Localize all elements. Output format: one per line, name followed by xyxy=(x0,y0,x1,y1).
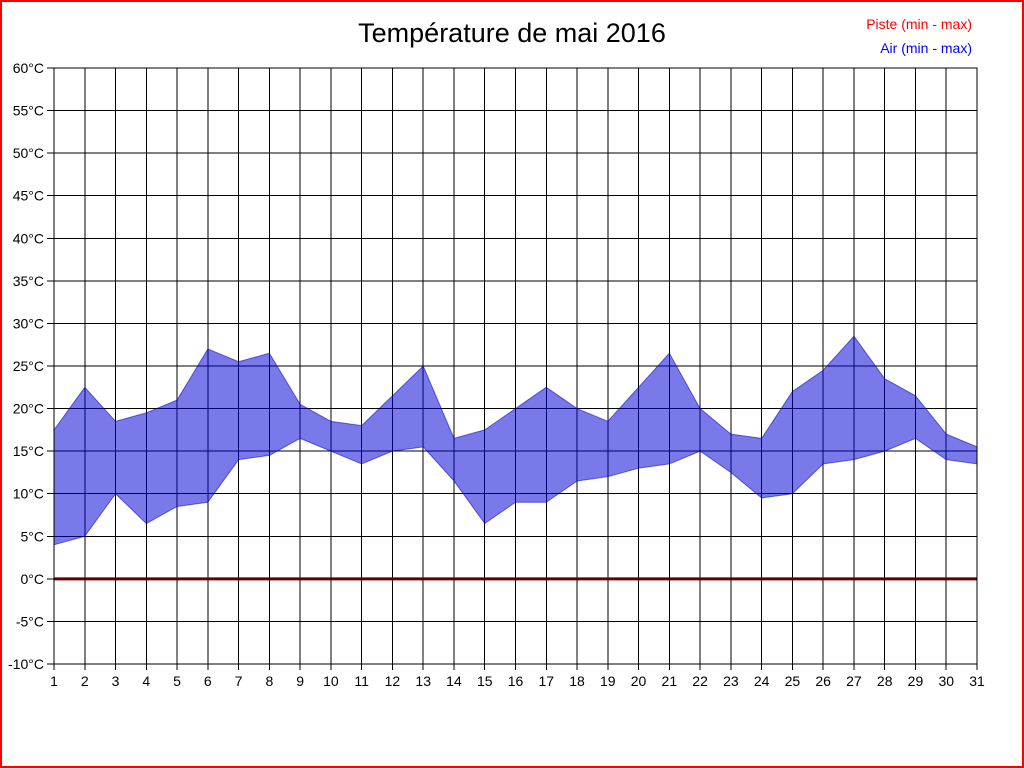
x-tick-label: 12 xyxy=(385,673,401,689)
y-tick-label: -5°C xyxy=(16,613,44,629)
y-tick-label: 15°C xyxy=(13,443,44,459)
x-tick-label: 24 xyxy=(754,673,770,689)
x-tick-label: 14 xyxy=(446,673,462,689)
x-tick-label: 1 xyxy=(50,673,58,689)
x-tick-label: 16 xyxy=(508,673,524,689)
x-tick-label: 29 xyxy=(908,673,924,689)
x-tick-label: 30 xyxy=(938,673,954,689)
chart-title: Température de mai 2016 xyxy=(358,18,666,48)
x-tick-label: 25 xyxy=(785,673,801,689)
y-tick-label: 20°C xyxy=(13,401,44,417)
y-tick-label: 45°C xyxy=(13,188,44,204)
y-tick-label: 60°C xyxy=(13,60,44,76)
x-tick-label: 31 xyxy=(969,673,985,689)
y-tick-label: 5°C xyxy=(21,528,45,544)
x-tick-label: 3 xyxy=(112,673,120,689)
x-tick-label: 28 xyxy=(877,673,893,689)
x-tick-label: 21 xyxy=(662,673,678,689)
legend-piste-label: Piste (min - max) xyxy=(866,16,972,32)
x-tick-label: 2 xyxy=(81,673,89,689)
y-tick-label: 35°C xyxy=(13,273,44,289)
y-tick-label: 0°C xyxy=(21,571,45,587)
x-tick-label: 18 xyxy=(569,673,585,689)
x-tick-label: 19 xyxy=(600,673,616,689)
y-tick-label: 30°C xyxy=(13,315,44,331)
y-tick-label: 25°C xyxy=(13,358,44,374)
y-tick-label: -10°C xyxy=(8,656,44,672)
x-tick-label: 6 xyxy=(204,673,212,689)
x-tick-label: 4 xyxy=(142,673,150,689)
y-tick-label: 10°C xyxy=(13,486,44,502)
legend-air-label: Air (min - max) xyxy=(880,40,972,56)
x-tick-label: 8 xyxy=(265,673,273,689)
x-tick-label: 5 xyxy=(173,673,181,689)
x-tick-label: 13 xyxy=(415,673,431,689)
y-axis-labels: 60°C 55°C 50°C 45°C 40°C 35°C 30°C 25°C 20°C 15°C… xyxy=(8,60,44,672)
x-tick-label: 22 xyxy=(692,673,708,689)
axis-ticks xyxy=(47,67,978,670)
y-tick-label: 50°C xyxy=(13,145,44,161)
x-tick-label: 27 xyxy=(846,673,862,689)
x-tick-label: 9 xyxy=(296,673,304,689)
legend: Piste (min - max) Air (min - max) xyxy=(866,12,972,60)
x-tick-label: 7 xyxy=(235,673,243,689)
y-tick-label: 55°C xyxy=(13,103,44,119)
x-tick-label: 10 xyxy=(323,673,339,689)
x-tick-label: 26 xyxy=(815,673,831,689)
x-tick-label: 17 xyxy=(538,673,554,689)
x-axis-labels: 1 2 3 4 5 6 7 8 9 10 11 12 13 14 15 16 17 18 19 20 21 22 23 24 2… xyxy=(50,673,985,689)
x-tick-label: 11 xyxy=(354,673,369,689)
y-tick-label: 40°C xyxy=(13,230,44,246)
x-tick-label: 15 xyxy=(477,673,493,689)
x-tick-label: 23 xyxy=(723,673,739,689)
x-tick-label: 20 xyxy=(631,673,647,689)
